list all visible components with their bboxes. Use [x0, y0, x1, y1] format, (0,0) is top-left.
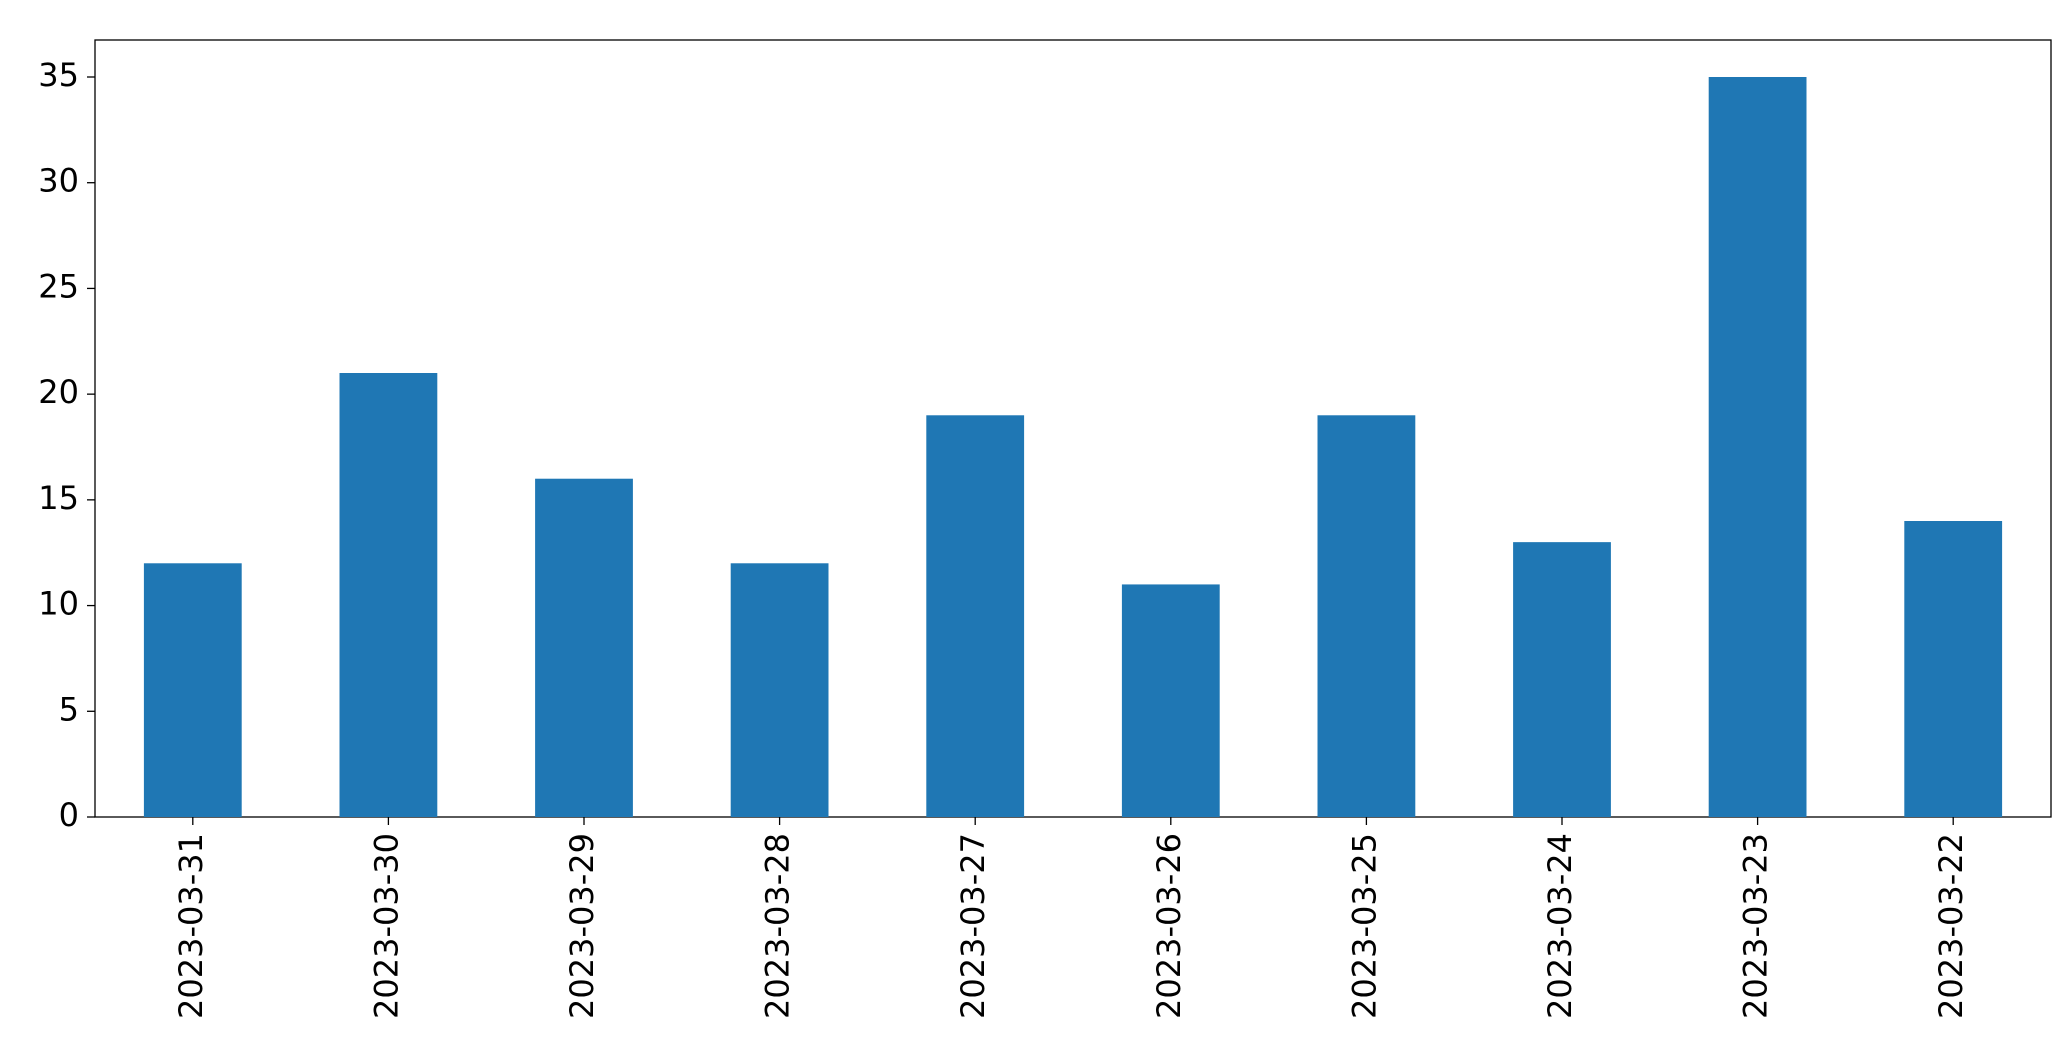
bar [1513, 542, 1611, 817]
bar [339, 373, 438, 817]
x-tick-label: 2023-03-30 [367, 833, 405, 1019]
y-tick-label: 20 [38, 373, 79, 411]
bar [1904, 521, 2003, 817]
y-tick-label: 30 [38, 162, 79, 200]
bar [1708, 77, 1807, 817]
x-tick-label: 2023-03-22 [1932, 833, 1970, 1019]
plot-frame [94, 39, 2052, 818]
bar [730, 563, 829, 817]
x-tick-label: 2023-03-24 [1541, 833, 1579, 1019]
y-tick-label: 10 [38, 585, 79, 623]
x-tick-label: 2023-03-27 [954, 833, 992, 1019]
x-tick-label: 2023-03-25 [1345, 833, 1383, 1019]
y-tick-label: 15 [38, 479, 79, 517]
x-tick-label: 2023-03-23 [1737, 833, 1775, 1019]
bar [143, 563, 242, 817]
bar [1121, 584, 1220, 817]
x-tick-label: 2023-03-31 [172, 833, 210, 1019]
x-tick-label: 2023-03-29 [563, 833, 601, 1019]
y-tick-label: 35 [38, 56, 79, 94]
x-tick-label: 2023-03-28 [759, 833, 797, 1019]
bar [926, 415, 1025, 817]
y-tick-label: 25 [38, 267, 79, 305]
bar [1317, 415, 1416, 817]
y-tick-label: 5 [59, 690, 79, 728]
bar [535, 478, 633, 817]
y-tick-label: 0 [59, 796, 79, 834]
x-tick-label: 2023-03-26 [1150, 833, 1188, 1019]
